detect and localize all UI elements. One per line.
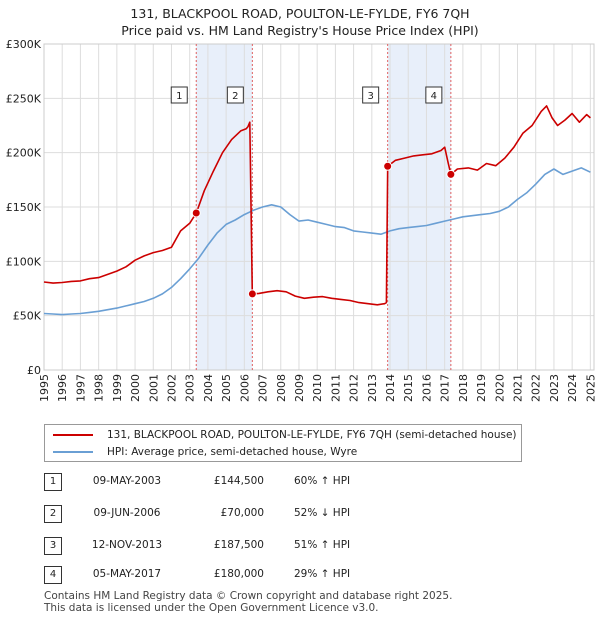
legend: 131, BLACKPOOL ROAD, POULTON-LE-FYLDE, F…	[44, 424, 522, 462]
plot-border	[43, 43, 595, 371]
footer-licence: This data is licensed under the Open Gov…	[44, 602, 379, 614]
legend-property-swatch	[53, 434, 93, 436]
transaction-hpi: 52% ↓ HPI	[294, 507, 351, 519]
price-chart: 1 2 3 4 £0 £50K £100K £150K £200K £250K £300K 199…	[6, 38, 598, 402]
legend-property: 131, BLACKPOOL ROAD, POULTON-LE-FYLDE, F…	[53, 427, 517, 443]
transaction-hpi: 60% ↑ HPI	[294, 475, 351, 487]
transaction-row: 3 12-NOV-2013 £187,500 51% ↑ HPI	[44, 537, 444, 555]
annotation-box	[170, 86, 188, 104]
x-tick-label: 2001	[147, 374, 160, 402]
transaction-number: 4	[44, 566, 62, 584]
x-tick-label: 2004	[202, 374, 215, 402]
transaction-number: 2	[44, 505, 62, 523]
x-tick-label: 2003	[184, 374, 197, 402]
transaction-date: 05-MAY-2017	[92, 568, 162, 580]
x-tick-label: 2023	[548, 374, 561, 402]
y-tick-label: £150K	[6, 201, 42, 214]
transaction-date: 09-JUN-2006	[93, 507, 161, 519]
transaction-row: 4 05-MAY-2017 £180,000 29% ↑ HPI	[44, 566, 444, 584]
x-tick-label: 2009	[293, 374, 306, 402]
legend-hpi-swatch	[53, 451, 93, 453]
x-tick-label: 1996	[56, 374, 69, 402]
x-tick-label: 2016	[420, 374, 433, 402]
hpi-line	[43, 167, 591, 316]
transaction-row: 1 09-MAY-2003 £144,500 60% ↑ HPI	[44, 473, 444, 491]
annotation-label: 2	[232, 91, 238, 102]
transaction-date: 09-MAY-2003	[92, 475, 162, 487]
x-tick-label: 1997	[74, 374, 87, 402]
transaction-number: 3	[44, 537, 62, 555]
y-tick-label: £0	[27, 364, 41, 377]
legend-hpi: HPI: Average price, semi-detached house,…	[53, 444, 357, 460]
annotation-box	[362, 86, 380, 104]
x-tick-label: 2006	[238, 374, 251, 402]
transaction-date: 12-NOV-2013	[91, 539, 163, 551]
x-tick-label: 1998	[93, 374, 106, 402]
x-tick-label: 2021	[512, 374, 525, 402]
footer-copyright: Contains HM Land Registry data © Crown c…	[44, 590, 453, 602]
sale-marker	[247, 289, 257, 299]
annotation-box	[425, 86, 443, 104]
sale-marker	[446, 169, 456, 179]
y-tick-label: £50K	[13, 310, 42, 323]
x-tick-label: 2007	[257, 374, 270, 402]
transaction-number: 1	[44, 473, 62, 491]
x-tick-label: 2025	[584, 374, 597, 402]
x-tick-label: 2019	[475, 374, 488, 402]
x-tick-label: 2014	[384, 374, 397, 402]
y-tick-label: £100K	[6, 255, 42, 268]
transaction-price: £180,000	[213, 568, 264, 580]
y-tick-label: £300K	[6, 38, 42, 51]
transaction-row: 2 09-JUN-2006 £70,000 52% ↓ HPI	[44, 505, 444, 523]
x-tick-label: 2013	[366, 374, 379, 402]
x-tick-label: 2008	[275, 374, 288, 402]
x-tick-label: 2020	[493, 374, 506, 402]
x-tick-label: 1999	[111, 374, 124, 402]
legend-property-label: 131, BLACKPOOL ROAD, POULTON-LE-FYLDE, F…	[107, 429, 517, 441]
annotation-label: 3	[367, 91, 373, 102]
x-tick-label: 2022	[530, 374, 543, 402]
annotation-label: 4	[431, 91, 437, 102]
x-tick-label: 2011	[329, 374, 342, 402]
sale-marker	[383, 161, 393, 171]
annotation-label: 1	[176, 91, 182, 102]
x-tick-label: 2000	[129, 374, 142, 402]
x-tick-label: 2017	[439, 374, 452, 402]
transaction-hpi: 51% ↑ HPI	[294, 539, 351, 551]
transaction-price: £144,500	[213, 475, 264, 487]
sale-marker	[191, 208, 201, 218]
transaction-price: £70,000	[220, 507, 264, 519]
x-tick-label: 2024	[566, 374, 579, 402]
annotation-box	[226, 86, 244, 104]
x-tick-label: 2018	[457, 374, 470, 402]
x-tick-label: 2015	[402, 374, 415, 402]
x-tick-label: 2012	[348, 374, 361, 402]
chart-subtitle: Price paid vs. HM Land Registry's House …	[121, 23, 479, 38]
x-tick-label: 2002	[165, 374, 178, 402]
x-tick-label: 2005	[220, 374, 233, 402]
transaction-hpi: 29% ↑ HPI	[294, 568, 351, 580]
x-tick-label: 2010	[311, 374, 324, 402]
x-tick-label: 1995	[38, 374, 51, 402]
y-tick-label: £200K	[6, 147, 42, 160]
transaction-price: £187,500	[213, 539, 264, 551]
legend-hpi-label: HPI: Average price, semi-detached house,…	[107, 446, 358, 458]
y-tick-label: £250K	[6, 92, 42, 105]
property-price-line	[43, 105, 591, 306]
chart-title: 131, BLACKPOOL ROAD, POULTON-LE-FYLDE, F…	[130, 6, 470, 21]
